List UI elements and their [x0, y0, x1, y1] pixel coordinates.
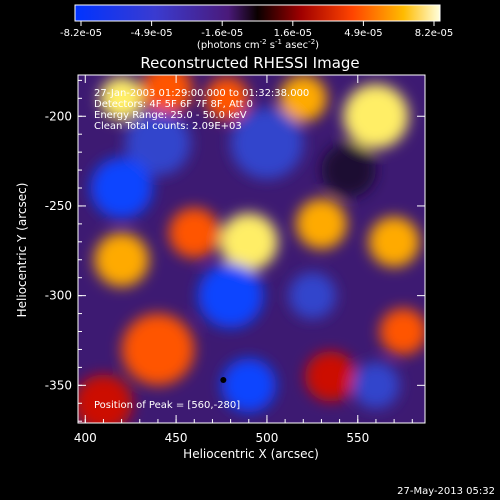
- heatmap-blob: [168, 207, 220, 258]
- x-tick-label: 500: [255, 431, 278, 445]
- heatmap-blob: [197, 263, 264, 328]
- colorbar-tick-label: 1.6e-05: [274, 28, 312, 39]
- peak-marker: [220, 376, 227, 383]
- heatmap-blob: [305, 351, 356, 402]
- heatmap-blob: [219, 213, 278, 271]
- plot-frame: [77, 74, 426, 424]
- heatmap-blob: [121, 313, 195, 386]
- x-axis-label: Heliocentric X (arcsec): [183, 447, 319, 461]
- heatmap-blob: [94, 232, 149, 287]
- y-axis-label: Heliocentric Y (arcsec): [15, 183, 29, 318]
- annotation-line: Clean Total counts: 2.09E+03: [94, 121, 242, 132]
- heatmap-blob: [379, 308, 425, 355]
- heatmap-blob: [321, 143, 376, 197]
- heatmap-blob: [205, 76, 249, 120]
- colorbar-tick-label: -1.6e-05: [201, 28, 243, 39]
- x-tick-label: 450: [165, 431, 188, 445]
- annotation-line: Detectors: 4F 5F 6F 7F 8F, Att 0: [94, 99, 253, 110]
- annotation-line: Energy Range: 25.0 - 50.0 keV: [94, 110, 247, 121]
- heatmap-blob: [90, 157, 153, 219]
- heatmap-blob: [352, 362, 400, 409]
- y-tick-label: -300: [45, 289, 72, 303]
- y-tick-label: -250: [45, 199, 72, 213]
- peak-position-label: Position of Peak = [560,-280]: [94, 400, 240, 411]
- heatmap-blob: [368, 216, 420, 267]
- colorbar-tick-label: -8.2e-05: [60, 28, 102, 39]
- heatmap-blob: [288, 272, 336, 319]
- colorbar-tick-label: -4.9e-05: [131, 28, 173, 39]
- y-tick-label: -200: [45, 109, 72, 123]
- heatmap-blob: [230, 107, 304, 180]
- heatmap-blob: [343, 83, 409, 149]
- heatmap-blob: [78, 374, 133, 423]
- colorbar-unit-label: (photons cm-2 s-1 asec-2): [197, 38, 319, 51]
- annotation-line: 27-Jan-2003 01:29:00.000 to 01:32:38.000: [94, 88, 309, 99]
- y-tick-label: -350: [45, 378, 72, 392]
- heatmap-blob: [279, 75, 327, 122]
- colorbar-tick-label: 8.2e-05: [415, 28, 453, 39]
- colorbar: [74, 4, 441, 22]
- chart-title: Reconstructed RHESSI Image: [140, 54, 359, 72]
- x-tick-label: 400: [74, 431, 97, 445]
- x-tick-label: 550: [346, 431, 369, 445]
- heatmap-blob: [125, 110, 191, 176]
- footer-timestamp: 27-May-2013 05:32: [397, 486, 495, 497]
- heatmap-blob: [221, 358, 277, 413]
- heatmap-blob: [99, 76, 144, 120]
- heatmap-blob: [141, 75, 193, 115]
- heatmap-blob: [296, 198, 347, 249]
- colorbar-tick-label: 4.9e-05: [344, 28, 382, 39]
